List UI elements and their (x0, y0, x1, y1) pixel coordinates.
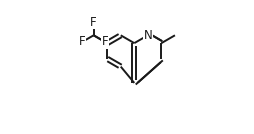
Text: F: F (79, 36, 85, 49)
Text: F: F (102, 36, 108, 49)
Text: N: N (144, 29, 152, 42)
Text: F: F (90, 16, 97, 29)
